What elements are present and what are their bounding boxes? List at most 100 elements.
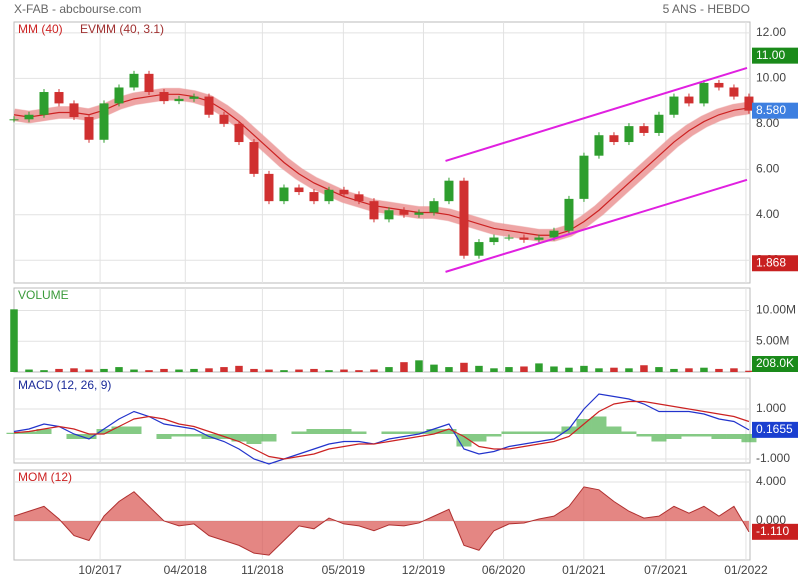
histogram-bar — [726, 434, 742, 439]
volume-bar — [595, 368, 603, 372]
volume-bar — [370, 369, 378, 372]
candle — [504, 237, 514, 239]
candle — [174, 98, 184, 102]
histogram-bar — [471, 434, 487, 442]
histogram-bar — [606, 426, 622, 434]
histogram-bar — [741, 434, 757, 443]
volume-bar — [340, 369, 348, 372]
volume-bar — [625, 368, 633, 372]
candle — [84, 117, 94, 140]
histogram-bar — [711, 434, 727, 439]
volume-bar — [85, 369, 93, 372]
candle — [714, 82, 724, 88]
candle — [594, 135, 604, 156]
candle — [54, 92, 64, 104]
histogram-bar — [531, 431, 547, 434]
macd-line — [13, 393, 750, 465]
candle — [654, 114, 664, 133]
candle — [279, 187, 289, 202]
volume-bar — [175, 369, 183, 372]
histogram-bar — [576, 419, 592, 434]
candle — [114, 87, 124, 104]
histogram-bar — [396, 431, 412, 434]
candle — [489, 237, 499, 243]
x-tick-label: 05/2019 — [322, 563, 366, 577]
histogram-bar — [681, 434, 697, 437]
volume-bar — [415, 360, 423, 372]
candle — [414, 212, 424, 215]
volume-bar — [310, 368, 318, 372]
histogram-bar — [336, 429, 352, 434]
histogram-bar — [426, 429, 442, 434]
volume-bar — [115, 367, 123, 372]
candle — [429, 201, 439, 213]
x-tick-label: 04/2018 — [164, 563, 208, 577]
volume-bar — [745, 370, 753, 372]
histogram-bar — [81, 434, 97, 439]
x-tick-label: 11/2018 — [241, 563, 284, 577]
moving-average — [13, 93, 750, 236]
volume-bar — [325, 370, 333, 372]
histogram-bar — [96, 429, 112, 434]
candle — [129, 73, 139, 88]
candle — [564, 198, 574, 231]
candle — [609, 135, 619, 143]
y-tick-label: 12.00 — [756, 25, 786, 39]
volume-bar — [685, 368, 693, 372]
volume-bar — [265, 369, 273, 372]
candle — [324, 189, 334, 202]
volume-bar — [565, 367, 573, 372]
histogram-bar — [651, 434, 667, 442]
candle — [219, 114, 229, 124]
x-tick-label: 01/2021 — [562, 563, 606, 577]
volume-bar — [655, 367, 663, 372]
candle — [354, 194, 364, 202]
histogram-bar — [666, 434, 682, 439]
panel-title: VOLUME — [18, 288, 69, 302]
candle — [744, 96, 754, 111]
candle — [99, 103, 109, 140]
volume-bar — [580, 365, 588, 372]
value-tag-label: 11.00 — [756, 48, 785, 62]
histogram-bar — [441, 429, 457, 434]
histogram-bar — [561, 426, 577, 434]
volume-bar — [460, 362, 468, 372]
candle — [339, 189, 349, 195]
histogram-bar — [231, 434, 247, 442]
volume-bar — [430, 364, 438, 372]
value-tag — [752, 421, 798, 438]
candle — [159, 92, 169, 102]
volume-bar — [610, 367, 618, 372]
histogram-bar — [321, 429, 337, 434]
histogram-bar — [591, 416, 607, 434]
x-tick-label: 12/2019 — [402, 563, 446, 577]
histogram-bar — [381, 431, 397, 434]
volume-bar — [220, 367, 228, 372]
value-tag-label: 8.580 — [756, 103, 786, 117]
histogram-bar — [351, 431, 367, 434]
panel-frame — [13, 377, 751, 464]
chart-title: X-FAB - abcbourse.com — [14, 2, 141, 16]
y-tick-label: 6.00 — [756, 161, 780, 175]
volume-bar — [190, 368, 198, 372]
y-tick-label: 10.00 — [756, 71, 786, 85]
y-tick-label: 8.00 — [756, 116, 780, 130]
momentum-line — [13, 486, 750, 556]
histogram-bar — [36, 429, 52, 434]
candle — [39, 92, 49, 115]
histogram-bar — [546, 431, 562, 434]
candle — [624, 126, 634, 143]
candle — [9, 119, 19, 121]
volume-bar — [10, 309, 18, 372]
volume-bar — [475, 365, 483, 372]
volume-bar — [40, 370, 48, 372]
value-tag-label: 208.0K — [756, 356, 794, 370]
x-tick-label: 10/2017 — [78, 563, 122, 577]
volume-bar — [670, 368, 678, 372]
y-tick-label: 0.000 — [756, 513, 786, 527]
candle — [534, 237, 544, 240]
volume-bar — [355, 370, 363, 372]
volume-bar — [280, 370, 288, 372]
volume-bar — [205, 368, 213, 372]
